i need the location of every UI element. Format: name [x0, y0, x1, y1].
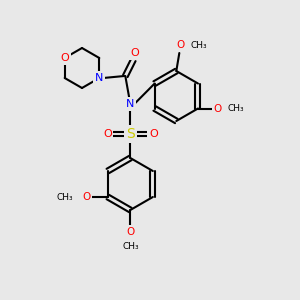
Text: CH₃: CH₃	[228, 104, 244, 113]
Text: O: O	[83, 192, 91, 202]
Text: O: O	[60, 53, 69, 63]
Text: S: S	[126, 127, 135, 141]
Text: N: N	[126, 99, 134, 109]
Text: CH₃: CH₃	[122, 242, 139, 251]
Text: O: O	[149, 129, 158, 139]
Text: O: O	[176, 40, 184, 50]
Text: N: N	[95, 73, 103, 83]
Text: O: O	[130, 48, 139, 58]
Text: O: O	[126, 227, 134, 237]
Text: O: O	[214, 103, 222, 113]
Text: CH₃: CH₃	[56, 193, 73, 202]
Text: CH₃: CH₃	[190, 40, 207, 50]
Text: O: O	[103, 129, 112, 139]
